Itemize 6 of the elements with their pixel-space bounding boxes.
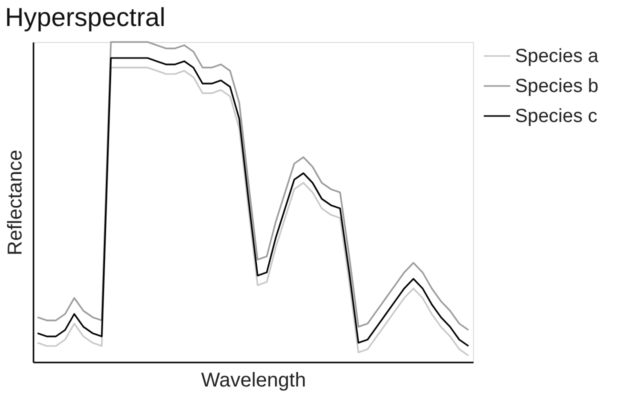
- legend-label: Species c: [515, 106, 598, 127]
- legend-label: Species a: [515, 46, 599, 67]
- chart-title: Hyperspectral: [5, 2, 166, 32]
- legend-label: Species b: [515, 76, 598, 97]
- x-axis-title: Wavelength: [201, 370, 306, 392]
- y-axis-title: Reflectance: [4, 150, 26, 256]
